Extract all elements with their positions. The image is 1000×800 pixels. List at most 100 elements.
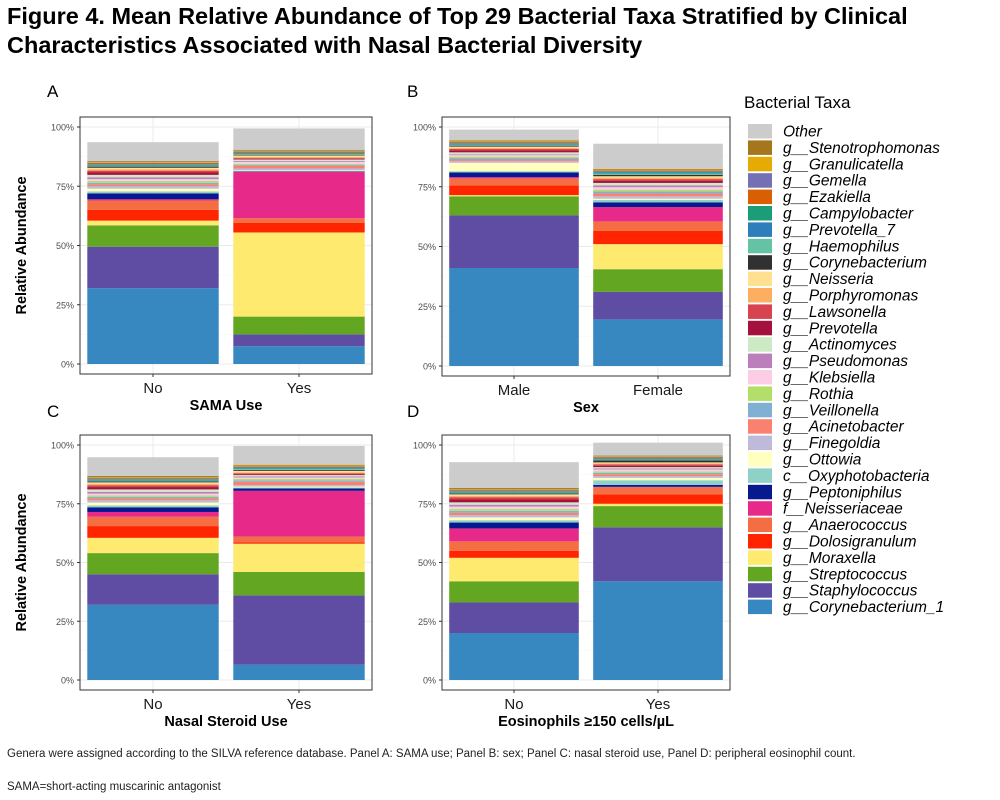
figure-title: Figure 4. Mean Relative Abundance of Top…: [7, 2, 987, 60]
legend-label: g__Granulicatella: [783, 156, 904, 173]
legend-label: g__Moraxella: [783, 550, 876, 567]
panel-letter: B: [407, 82, 418, 101]
legend-swatch: [748, 304, 772, 319]
bar-segment-g-gemella: [593, 170, 723, 171]
bar-segment-g-haemophilus: [87, 165, 219, 167]
bar-segment-g-finegoldia: [449, 515, 579, 518]
bar-segment-c-oxyphotobacteria: [593, 199, 723, 203]
bar-segment-g-finegoldia: [87, 186, 219, 189]
bar-segment-g-granulicatella: [593, 456, 723, 457]
legend-label: g__Lawsonella: [783, 304, 887, 321]
bar-segment-g-staphylococcus: [449, 215, 579, 269]
bar-segment-g-stenotrophomonas: [449, 140, 579, 142]
y-tick-label: 50%: [418, 558, 436, 568]
bar-segment-g-dolosigranulum: [449, 185, 579, 196]
legend-item: g__Prevotella_7: [748, 222, 896, 239]
bar-segment-g-dolosigranulum: [87, 209, 219, 221]
bar-segment-g-porphyromonas: [233, 472, 365, 474]
legend-swatch: [748, 402, 772, 418]
figure-title-line-2: Characteristics Associated with Nasal Ba…: [7, 32, 643, 58]
bar-segment-g-acinetobacter: [593, 193, 723, 197]
bar-segment-g-actinomyces: [87, 174, 219, 178]
legend-label: g__Streptococcus: [783, 566, 907, 583]
legend-swatch: [748, 452, 772, 467]
bar-segment-g-pseudomonas: [233, 160, 365, 162]
bar-segment-g-ezakiella: [449, 490, 579, 492]
bar-segment-f-neisseriaceae: [449, 528, 579, 542]
bar-segment-g-neisseria: [87, 482, 219, 484]
bar-segment-g-acinetobacter: [593, 474, 723, 477]
bar-segment-g-klebsiella: [233, 161, 365, 164]
bar-segment-g-porphyromonas: [449, 495, 579, 498]
bar-segment-g-pseudomonas: [449, 504, 579, 507]
y-tick-label: 25%: [56, 617, 74, 627]
bar-segment-g-finegoldia: [593, 476, 723, 478]
legend-swatch: [748, 468, 772, 483]
legend-label: g__Haemophilus: [783, 238, 900, 255]
bar-segment-g-streptococcus: [449, 196, 579, 216]
x-tick-label: Yes: [646, 696, 670, 713]
bar-segment-g-stenotrophomonas: [233, 149, 365, 151]
legend-item: g__Granulicatella: [748, 156, 904, 173]
bar-segment-g-moraxella: [593, 503, 723, 507]
bar-segment-g-streptococcus: [593, 506, 723, 528]
bar-segment-g-acinetobacter: [449, 159, 579, 161]
bar-segment-g-pseudomonas: [233, 476, 365, 478]
bar-segment-g-dolosigranulum: [87, 526, 219, 538]
bar-segment-other: [87, 142, 219, 162]
bar-segment-g-moraxella: [87, 220, 219, 226]
bar-segment-g-campylobacter: [87, 479, 219, 480]
bar-segment-f-neisseriaceae: [87, 199, 219, 201]
bar-segment-g-dolosigranulum: [233, 542, 365, 544]
bar-segment-g-stenotrophomonas: [87, 161, 219, 163]
y-tick-label: 0%: [423, 362, 436, 372]
bar-segment-g-ottowia: [593, 198, 723, 200]
y-tick-label: 100%: [413, 123, 436, 133]
bar-segment-g-peptoniphilus: [233, 488, 365, 491]
legend-item: Other: [748, 124, 823, 141]
x-tick-label: Male: [498, 382, 531, 399]
legend-swatch: [748, 222, 772, 237]
y-tick-label: 0%: [61, 360, 74, 370]
bar-segment-g-corynebacterium-1: [233, 346, 365, 364]
bar-segment-g-rothia: [449, 156, 579, 159]
bar-segment-g-anaerococcus: [593, 487, 723, 495]
bar-segment-g-porphyromonas: [593, 463, 723, 465]
bar-segment-g-prevotella: [449, 150, 579, 153]
legend-swatch: [748, 386, 772, 401]
bar-segment-g-prevotella-7: [233, 468, 365, 469]
legend-item: g__Moraxella: [748, 550, 876, 567]
bar-segment-f-neisseriaceae: [593, 207, 723, 222]
legend-item: g__Haemophilus: [748, 238, 900, 255]
bar-segment-g-haemophilus: [593, 459, 723, 461]
legend-item: g__Staphylococcus: [748, 583, 918, 600]
bar-segment-g-veillonella: [593, 472, 723, 475]
bar-segment-g-corynebacterium: [233, 154, 365, 156]
bar-segment-g-acinetobacter: [87, 498, 219, 501]
x-tick-label: No: [143, 696, 162, 713]
bar-segment-g-finegoldia: [87, 500, 219, 503]
bar-segment-g-moraxella: [449, 195, 579, 197]
legend-item: g__Neisseria: [748, 271, 874, 288]
legend-item: g__Klebsiella: [748, 370, 876, 387]
bar-segment-f-neisseriaceae: [233, 172, 365, 219]
legend-swatch: [748, 288, 772, 303]
legend-label: g__Stenotrophomonas: [783, 140, 940, 157]
legend-label: g__Pseudomonas: [783, 353, 908, 370]
bar-segment-g-veillonella: [449, 158, 579, 160]
bar-segment-g-ottowia: [233, 170, 365, 172]
y-tick-label: 25%: [56, 300, 74, 310]
bar-segment-g-veillonella: [87, 496, 219, 499]
bar-segment-g-prevotella: [87, 487, 219, 490]
bar-segment-g-klebsiella: [449, 506, 579, 509]
bar-segment-g-campylobacter: [593, 171, 723, 173]
bar-segment-c-oxyphotobacteria: [87, 191, 219, 194]
bar-segment-g-prevotella: [233, 158, 365, 160]
legend-swatch: [748, 583, 772, 598]
legend-item: c__Oxyphotobacteria: [748, 468, 930, 485]
bar-segment-g-neisseria: [593, 462, 723, 464]
bar-segment-g-corynebacterium-1: [593, 581, 723, 680]
bar-segment-g-prevotella-7: [87, 479, 219, 481]
bar-segment-g-rothia: [593, 471, 723, 473]
